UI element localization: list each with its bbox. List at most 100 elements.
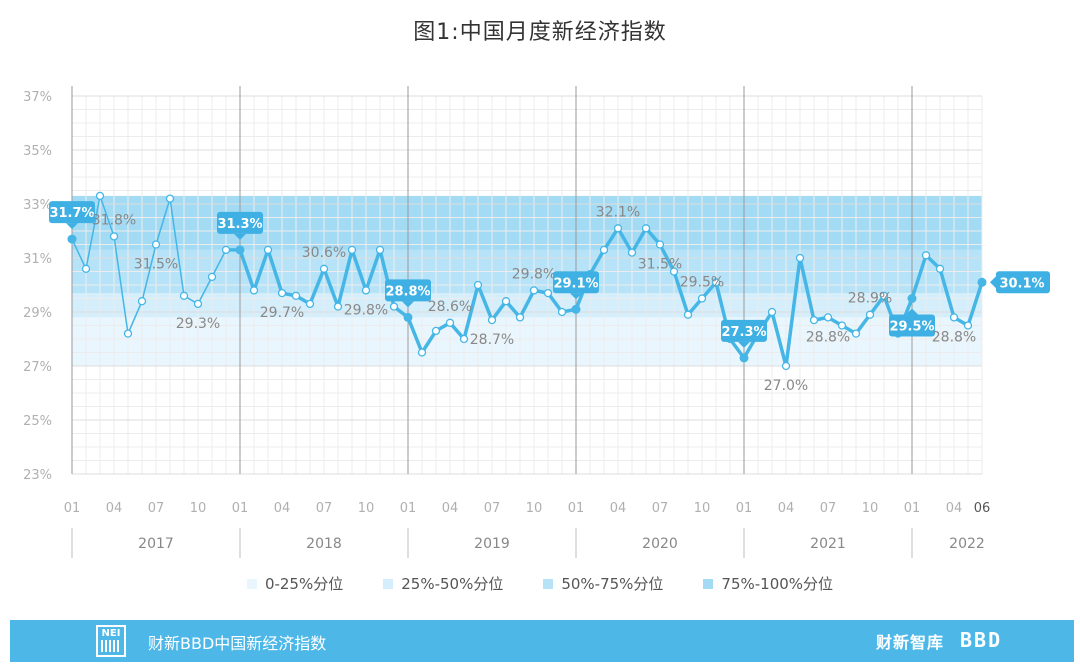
footer-bar: NEI 财新BBD中国新经济指数 财新智库 BBD (10, 620, 1074, 662)
y-tick-label: 35% (23, 144, 52, 159)
data-label-box (996, 271, 1050, 294)
legend-label-75-100: 75%-100%分位 (721, 575, 834, 593)
series-line-early (71, 193, 227, 337)
data-point (95, 191, 105, 201)
data-point (277, 288, 287, 298)
data-label: 30.6% (302, 245, 346, 261)
data-point (949, 313, 959, 322)
data-label: 28.8% (806, 329, 850, 345)
caixin-logo: 财新智库 (876, 633, 945, 652)
data-label-arrow (738, 341, 750, 348)
legend-swatch-0-25 (246, 578, 257, 589)
y-tick-label: 31% (23, 252, 52, 267)
data-point (431, 326, 441, 336)
data-point (557, 307, 567, 317)
data-point (711, 278, 721, 287)
data-point (613, 224, 623, 233)
data-point (851, 329, 861, 338)
y-tick-label: 27% (23, 360, 52, 375)
data-label: 31.5% (638, 257, 682, 273)
data-point (935, 264, 945, 273)
year-label: 2020 (642, 536, 678, 552)
data-label-arrow (402, 301, 414, 308)
data-label: 29.5% (889, 320, 934, 335)
x-tick-label: 10 (862, 501, 879, 516)
data-label-box (553, 271, 599, 294)
data-label: 31.5% (134, 257, 178, 273)
x-tick-label: 06 (974, 501, 991, 516)
data-point (627, 248, 637, 257)
data-label: 27.0% (764, 378, 808, 394)
data-point (193, 299, 203, 309)
data-label: 29.1% (553, 276, 598, 291)
year-label: 2021 (810, 536, 846, 552)
data-label: 30.1% (999, 276, 1044, 291)
data-label: 32.1% (596, 204, 640, 220)
x-tick-label: 04 (610, 501, 627, 516)
data-point (459, 334, 469, 344)
data-label-arrow (234, 233, 246, 240)
data-point (767, 307, 777, 317)
data-label: 28.8% (932, 329, 976, 345)
x-tick-label: 04 (946, 501, 963, 516)
data-point (81, 264, 91, 273)
data-label-box (889, 314, 935, 337)
data-label: 29.8% (512, 266, 556, 282)
legend: 0-25%分位 25%-50%分位 50%-75%分位 75%-100%分位 (0, 573, 1080, 594)
nei-logo: NEI (96, 625, 126, 657)
data-point (921, 251, 931, 260)
data-point (291, 291, 301, 300)
legend-item-25-50[interactable]: 25%-50%分位 (383, 573, 503, 594)
legend-swatch-50-75 (543, 578, 554, 589)
legend-item-50-75[interactable]: 50%-75%分位 (543, 573, 663, 594)
data-point (235, 245, 245, 255)
data-point (501, 297, 511, 306)
data-point (515, 313, 525, 322)
year-label: 2022 (949, 536, 985, 552)
x-tick-label: 01 (64, 501, 81, 516)
x-tick-label: 04 (442, 501, 459, 516)
data-label-box (385, 279, 431, 302)
data-point (823, 313, 833, 322)
data-label: 28.8% (385, 284, 430, 299)
data-point (361, 286, 371, 295)
data-label: 29.7% (260, 305, 304, 321)
data-label: 28.7% (470, 332, 514, 348)
x-tick-label: 10 (190, 501, 207, 516)
data-point (809, 315, 819, 325)
y-tick-label: 33% (23, 198, 52, 213)
data-point (179, 291, 189, 300)
line-chart: 23% 25% 27% 29% 31% 33% 35% 37% 01 04 07 10 01 04 07 10… (23, 86, 1050, 558)
data-label-arrow (570, 293, 582, 300)
data-label: 31.3% (217, 217, 262, 232)
data-point (333, 302, 343, 311)
x-tick-label: 10 (358, 501, 375, 516)
data-point (249, 286, 259, 295)
data-label-box (217, 211, 263, 234)
data-point (487, 315, 497, 325)
bbd-logo: BBD (960, 628, 1003, 652)
data-label-arrow (906, 308, 918, 315)
x-tick-label: 04 (274, 501, 291, 516)
footer-label: 财新BBD中国新经济指数 (148, 634, 327, 653)
legend-swatch-25-50 (383, 578, 394, 589)
x-tick-label: 07 (148, 501, 165, 516)
data-label: 29.3% (176, 316, 220, 332)
data-point (473, 280, 483, 290)
data-point (207, 272, 217, 282)
legend-item-0-25[interactable]: 0-25%分位 (246, 573, 343, 594)
x-tick-label: 01 (400, 501, 417, 516)
x-tick-label: 10 (694, 501, 711, 516)
data-label-arrow (990, 276, 996, 289)
data-point (977, 277, 987, 287)
data-point (837, 321, 847, 330)
legend-item-75-100[interactable]: 75%-100%分位 (703, 573, 833, 594)
x-tick-label: 04 (778, 501, 795, 516)
data-label: 31.8% (92, 212, 136, 228)
legend-label-25-50: 25%-50%分位 (401, 575, 504, 593)
data-point (697, 294, 707, 303)
legend-swatch-75-100 (703, 578, 714, 589)
x-tick-label: 01 (904, 501, 921, 516)
data-label: 29.5% (680, 275, 724, 291)
x-tick-label: 04 (106, 501, 123, 516)
